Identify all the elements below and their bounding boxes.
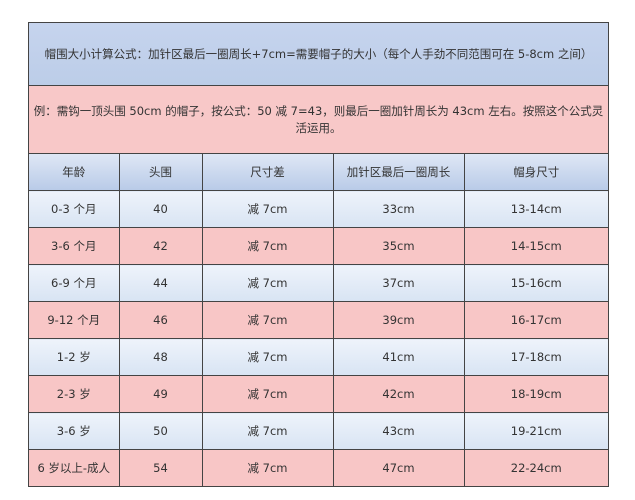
cell-hat-body-size: 16-17cm (463, 301, 608, 339)
cell-hat-body-size: 13-14cm (463, 190, 608, 228)
cell-hat-body-size: 17-18cm (463, 338, 608, 376)
header-age: 年龄 (29, 154, 120, 191)
header-row: 年龄 头围 尺寸差 加针区最后一圈周长 帽身尺寸 (29, 154, 608, 191)
formula-banner: 帽围大小计算公式：加针区最后一圈周长+7cm=需要帽子的大小（每个人手劲不同范围… (29, 23, 608, 86)
hat-size-table: 帽围大小计算公式：加针区最后一圈周长+7cm=需要帽子的大小（每个人手劲不同范围… (28, 22, 609, 487)
cell-last-round-length: 43cm (332, 412, 465, 450)
cell-head-circumference: 48 (118, 338, 203, 376)
cell-last-round-length: 37cm (332, 264, 465, 302)
table-row: 9-12 个月 46 减 7cm 39cm 16-17cm (29, 301, 608, 339)
cell-size-difference: 减 7cm (201, 375, 334, 413)
cell-head-circumference: 50 (118, 412, 203, 450)
cell-size-difference: 减 7cm (201, 227, 334, 265)
cell-age: 3-6 岁 (29, 412, 120, 450)
cell-age: 2-3 岁 (29, 375, 120, 413)
cell-age: 9-12 个月 (29, 301, 120, 339)
cell-hat-body-size: 22-24cm (463, 449, 608, 486)
cell-size-difference: 减 7cm (201, 412, 334, 450)
cell-hat-body-size: 15-16cm (463, 264, 608, 302)
cell-age: 1-2 岁 (29, 338, 120, 376)
cell-age: 6-9 个月 (29, 264, 120, 302)
cell-hat-body-size: 14-15cm (463, 227, 608, 265)
cell-head-circumference: 42 (118, 227, 203, 265)
cell-last-round-length: 35cm (332, 227, 465, 265)
size-table: 年龄 头围 尺寸差 加针区最后一圈周长 帽身尺寸 0-3 个月 40 减 7cm 33… (29, 154, 608, 486)
cell-last-round-length: 47cm (332, 449, 465, 486)
table-row: 0-3 个月 40 减 7cm 33cm 13-14cm (29, 190, 608, 228)
cell-head-circumference: 40 (118, 190, 203, 228)
cell-last-round-length: 42cm (332, 375, 465, 413)
cell-head-circumference: 54 (118, 449, 203, 486)
cell-age: 6 岁以上-成人 (29, 449, 120, 486)
cell-age: 3-6 个月 (29, 227, 120, 265)
cell-hat-body-size: 19-21cm (463, 412, 608, 450)
cell-head-circumference: 44 (118, 264, 203, 302)
cell-size-difference: 减 7cm (201, 190, 334, 228)
cell-last-round-length: 41cm (332, 338, 465, 376)
cell-last-round-length: 39cm (332, 301, 465, 339)
example-banner: 例：需钩一顶头围 50cm 的帽子，按公式：50 减 7=43，则最后一圈加针周… (29, 86, 608, 154)
cell-last-round-length: 33cm (332, 190, 465, 228)
cell-hat-body-size: 18-19cm (463, 375, 608, 413)
table-row: 6-9 个月 44 减 7cm 37cm 15-16cm (29, 264, 608, 302)
header-size-difference: 尺寸差 (201, 154, 334, 191)
header-hat-body-size: 帽身尺寸 (463, 154, 608, 191)
table-row: 3-6 岁 50 减 7cm 43cm 19-21cm (29, 412, 608, 450)
header-last-round-length: 加针区最后一圈周长 (332, 154, 465, 191)
cell-age: 0-3 个月 (29, 190, 120, 228)
cell-size-difference: 减 7cm (201, 301, 334, 339)
table-row: 6 岁以上-成人 54 减 7cm 47cm 22-24cm (29, 449, 608, 486)
cell-size-difference: 减 7cm (201, 338, 334, 376)
header-head-circumference: 头围 (118, 154, 203, 191)
table-row: 2-3 岁 49 减 7cm 42cm 18-19cm (29, 375, 608, 413)
table-row: 1-2 岁 48 减 7cm 41cm 17-18cm (29, 338, 608, 376)
cell-head-circumference: 46 (118, 301, 203, 339)
cell-size-difference: 减 7cm (201, 449, 334, 486)
cell-head-circumference: 49 (118, 375, 203, 413)
table-row: 3-6 个月 42 减 7cm 35cm 14-15cm (29, 227, 608, 265)
cell-size-difference: 减 7cm (201, 264, 334, 302)
